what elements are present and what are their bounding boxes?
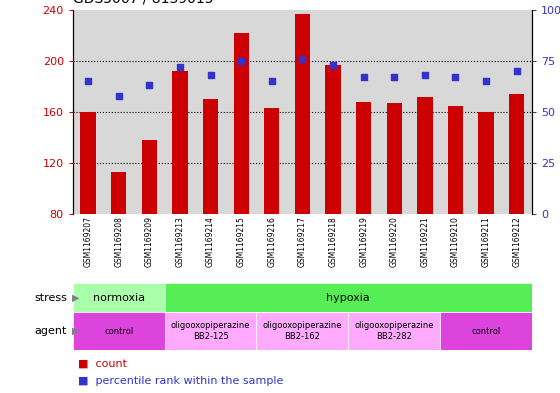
Point (390, 74, 399, 81)
Bar (73, 283, 165, 312)
Text: hypoxia: hypoxia (326, 293, 370, 303)
Text: GDS5067 / 8139015: GDS5067 / 8139015 (73, 0, 213, 5)
Bar (356, 102, 371, 214)
Bar (325, 65, 340, 214)
Point (482, 78, 491, 84)
Text: oligooxopiperazine
BB2-125: oligooxopiperazine BB2-125 (171, 321, 250, 341)
Bar (234, 33, 249, 214)
Text: GSM1169208: GSM1169208 (114, 216, 123, 267)
Point (83, 78, 92, 84)
Text: GSM1169214: GSM1169214 (206, 216, 215, 267)
Point (512, 68, 521, 74)
Point (298, 56, 307, 62)
Text: ■  percentile rank within the sample: ■ percentile rank within the sample (78, 376, 284, 386)
Bar (111, 172, 127, 214)
Bar (165, 283, 532, 312)
Text: GSM1169213: GSM1169213 (175, 216, 184, 267)
Bar (142, 140, 157, 214)
Text: GSM1169219: GSM1169219 (359, 216, 368, 267)
Bar (478, 112, 494, 214)
Bar (203, 99, 218, 214)
Text: control: control (104, 327, 133, 336)
Text: GSM1169221: GSM1169221 (421, 216, 430, 267)
Bar (348, 312, 440, 350)
Text: oligooxopiperazine
BB2-162: oligooxopiperazine BB2-162 (263, 321, 342, 341)
Point (145, 82, 154, 88)
Text: GSM1169217: GSM1169217 (298, 216, 307, 267)
Point (206, 72, 215, 78)
Text: agent: agent (35, 326, 67, 336)
Bar (165, 312, 256, 350)
Bar (417, 97, 432, 214)
Point (267, 78, 276, 84)
Text: GSM1169216: GSM1169216 (267, 216, 276, 267)
Text: GSM1169220: GSM1169220 (390, 216, 399, 267)
Text: oligooxopiperazine
BB2-282: oligooxopiperazine BB2-282 (354, 321, 434, 341)
Point (451, 74, 460, 81)
Text: ■  count: ■ count (78, 358, 128, 369)
Bar (448, 106, 463, 214)
Point (237, 58, 246, 64)
Text: ▶: ▶ (72, 326, 80, 336)
Text: GSM1169207: GSM1169207 (83, 216, 92, 267)
Bar (73, 312, 165, 350)
Text: stress: stress (34, 293, 67, 303)
Bar (264, 108, 279, 214)
Bar (81, 112, 96, 214)
Text: normoxia: normoxia (92, 293, 145, 303)
Text: GSM1169212: GSM1169212 (512, 216, 521, 267)
Bar (386, 103, 402, 214)
Bar (256, 312, 348, 350)
Point (114, 92, 123, 99)
Text: GSM1169218: GSM1169218 (329, 216, 338, 267)
Bar (509, 94, 524, 214)
Text: GSM1169215: GSM1169215 (237, 216, 246, 267)
Bar (295, 14, 310, 214)
Bar (440, 312, 532, 350)
Text: control: control (472, 327, 501, 336)
Text: GSM1169209: GSM1169209 (145, 216, 154, 267)
Point (421, 72, 430, 78)
Text: GSM1169210: GSM1169210 (451, 216, 460, 267)
Text: ▶: ▶ (72, 293, 80, 303)
Bar (172, 71, 188, 214)
Point (329, 62, 338, 68)
Point (175, 64, 184, 70)
Text: GSM1169211: GSM1169211 (482, 216, 491, 267)
Point (359, 74, 368, 81)
